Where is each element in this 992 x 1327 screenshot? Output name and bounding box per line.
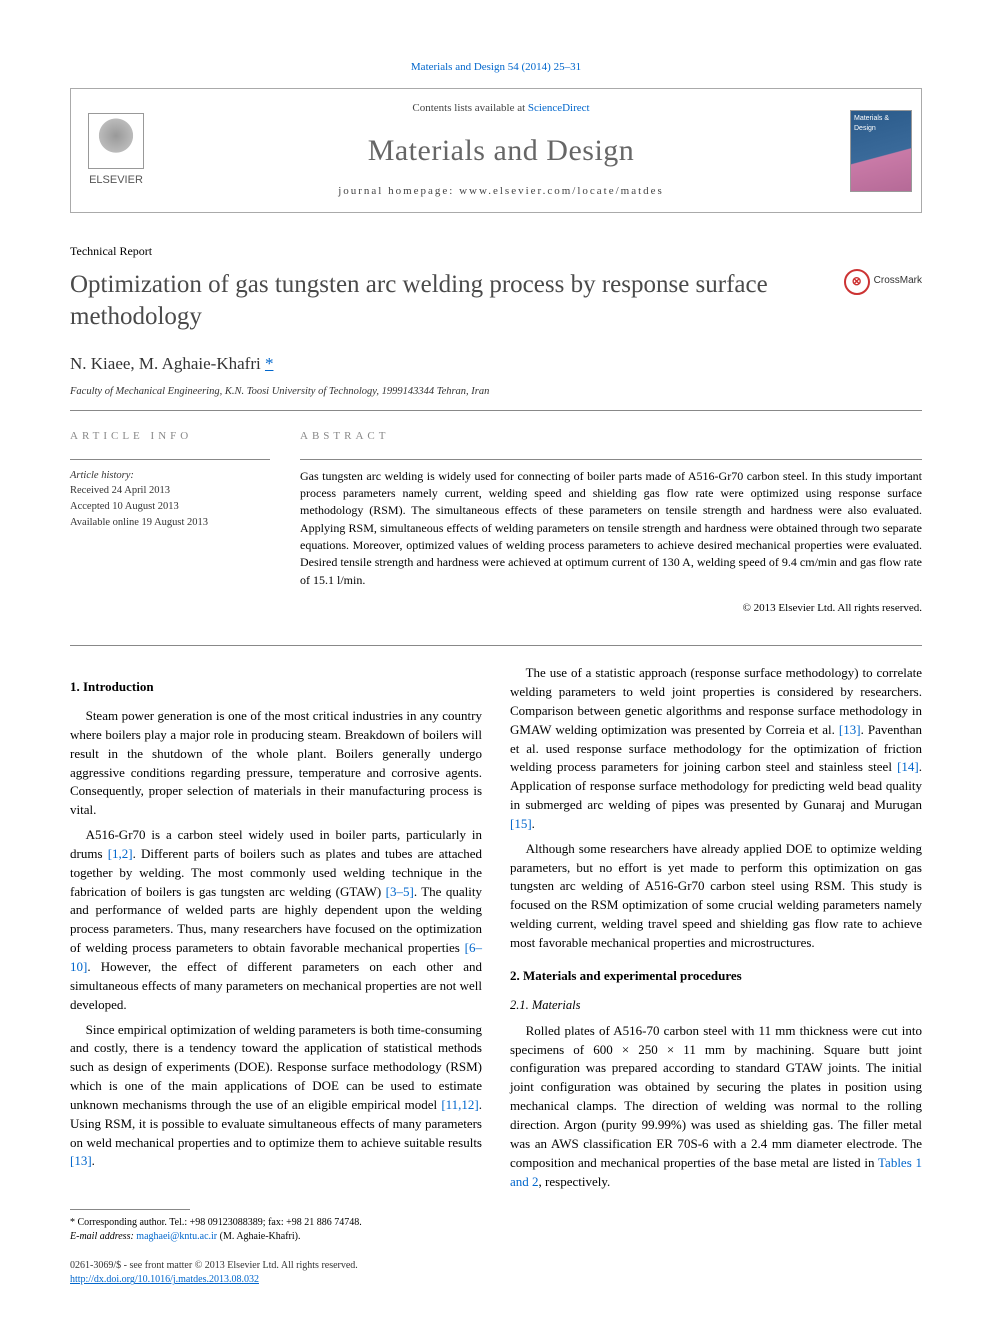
intro-paragraph-2: A516-Gr70 is a carbon steel widely used … [70,826,482,1014]
footer-block: 0261-3069/$ - see front matter © 2013 El… [70,1259,922,1287]
accepted-date: Accepted 10 August 2013 [70,499,270,514]
author-names: N. Kiaee, M. Aghaie-Khafri [70,354,261,373]
p2d: . However, the effect of different param… [70,959,482,1012]
contents-available-line: Contents lists available at ScienceDirec… [412,101,589,117]
rule-top [70,410,922,411]
email-name: (M. Aghaie-Khafri). [220,1231,301,1242]
ref-link[interactable]: [3–5] [386,884,414,899]
top-citation: Materials and Design 54 (2014) 25–31 [70,60,922,76]
intro-paragraph-1: Steam power generation is one of the mos… [70,707,482,820]
footnote-separator [70,1209,190,1210]
p4d: . [532,816,535,831]
body-columns: 1. Introduction Steam power generation i… [70,664,922,1191]
received-date: Received 24 April 2013 [70,483,270,498]
doi-link[interactable]: http://dx.doi.org/10.1016/j.matdes.2013.… [70,1274,259,1285]
journal-header: ELSEVIER Contents lists available at Sci… [70,88,922,213]
publisher-name: ELSEVIER [89,173,143,189]
materials-heading: 2. Materials and experimental procedures [510,967,922,986]
journal-title: Materials and Design [368,129,635,173]
materials-subheading: 2.1. Materials [510,996,922,1014]
ref-link[interactable]: [13] [70,1153,92,1168]
email-label: E-mail address: [70,1231,134,1242]
sciencedirect-link[interactable]: ScienceDirect [528,102,590,114]
authors: N. Kiaee, M. Aghaie-Khafri * [70,352,922,377]
abstract-text: Gas tungsten arc welding is widely used … [300,468,922,590]
article-type: Technical Report [70,243,922,260]
contents-prefix: Contents lists available at [412,102,527,114]
ref-link[interactable]: [1,2] [108,846,133,861]
mp1a: Rolled plates of A516-70 carbon steel wi… [510,1023,922,1170]
issn-line: 0261-3069/$ - see front matter © 2013 El… [70,1259,922,1273]
p3a: Since empirical optimization of welding … [70,1022,482,1112]
materials-paragraph-1: Rolled plates of A516-70 carbon steel wi… [510,1022,922,1192]
header-center: Contents lists available at ScienceDirec… [161,89,841,212]
abstract-column: ABSTRACT Gas tungsten arc welding is wid… [300,429,922,618]
ref-link[interactable]: [14] [897,759,919,774]
history-label: Article history: [70,468,270,483]
ref-link[interactable]: [13] [839,722,861,737]
intro-paragraph-5: Although some researchers have already a… [510,840,922,953]
homepage-url: www.elsevier.com/locate/matdes [459,185,664,197]
corresponding-footnote: * Corresponding author. Tel.: +98 091230… [70,1216,922,1243]
abstract-heading: ABSTRACT [300,429,922,445]
corr-email-line: E-mail address: maghaei@kntu.ac.ir (M. A… [70,1230,922,1244]
page: Materials and Design 54 (2014) 25–31 ELS… [0,0,992,1327]
article-title: Optimization of gas tungsten arc welding… [70,269,824,334]
intro-heading: 1. Introduction [70,678,482,697]
abstract-rule [300,459,922,460]
article-info: ARTICLE INFO Article history: Received 2… [70,429,270,618]
affiliation: Faculty of Mechanical Engineering, K.N. … [70,384,922,399]
publisher-logo: ELSEVIER [71,89,161,212]
ref-link[interactable]: [11,12] [441,1097,478,1112]
corr-contact: * Corresponding author. Tel.: +98 091230… [70,1216,922,1230]
intro-paragraph-3: Since empirical optimization of welding … [70,1021,482,1172]
journal-homepage: journal homepage: www.elsevier.com/locat… [338,184,664,200]
ref-link[interactable]: [15] [510,816,532,831]
homepage-prefix: journal homepage: [338,185,459,197]
mp1b: , respectively. [539,1174,611,1189]
rule-bottom [70,645,922,646]
online-date: Available online 19 August 2013 [70,515,270,530]
article-info-heading: ARTICLE INFO [70,429,270,445]
title-row: Optimization of gas tungsten arc welding… [70,269,922,352]
email-link[interactable]: maghaei@kntu.ac.ir [136,1231,217,1242]
abstract-copyright: © 2013 Elsevier Ltd. All rights reserved… [300,601,922,617]
journal-cover: Materials & Design [841,89,921,212]
cover-image: Materials & Design [850,110,912,192]
info-abstract-block: ARTICLE INFO Article history: Received 2… [70,429,922,618]
crossmark-label: CrossMark [874,274,922,289]
p3c: . [92,1153,95,1168]
corresponding-mark[interactable]: * [265,354,274,373]
elsevier-tree-icon [88,113,144,169]
crossmark-badge[interactable]: ⊗ CrossMark [844,269,922,295]
intro-paragraph-4: The use of a statistic approach (respons… [510,664,922,834]
info-rule [70,459,270,460]
crossmark-icon: ⊗ [844,269,870,295]
